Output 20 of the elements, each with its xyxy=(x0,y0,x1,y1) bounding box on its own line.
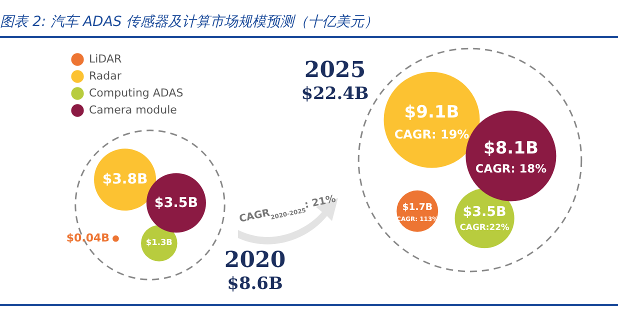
category-label: 2025 xyxy=(304,57,366,83)
text: 图表 2: 汽车 ADAS 传感器及计算市场规模预测（十亿美元） xyxy=(0,8,618,38)
data-label: $1.3B xyxy=(146,237,172,248)
legend-label: Radar xyxy=(89,70,122,82)
text: $22.4B xyxy=(301,84,369,104)
data-label: $3.5B xyxy=(154,194,198,211)
data-label: $8.1B xyxy=(484,138,538,158)
data-label: $3.5B xyxy=(462,204,506,220)
text: CAGR: 19% xyxy=(394,127,470,142)
legend-label: Computing ADAS xyxy=(89,86,184,100)
data-label: $9.1B xyxy=(404,102,460,122)
data-label: $3.8B xyxy=(102,172,148,188)
text: CAGR: 18% xyxy=(475,162,548,176)
legend-label: LiDAR xyxy=(89,52,122,66)
text: $8.6B xyxy=(227,274,283,294)
category-label: 2020 xyxy=(224,247,286,273)
text: CAGR:22% xyxy=(460,222,510,232)
legend-label: Camera module xyxy=(89,104,178,116)
data-label: $1.7B xyxy=(402,202,433,213)
data-label: $0.04B xyxy=(66,232,110,245)
